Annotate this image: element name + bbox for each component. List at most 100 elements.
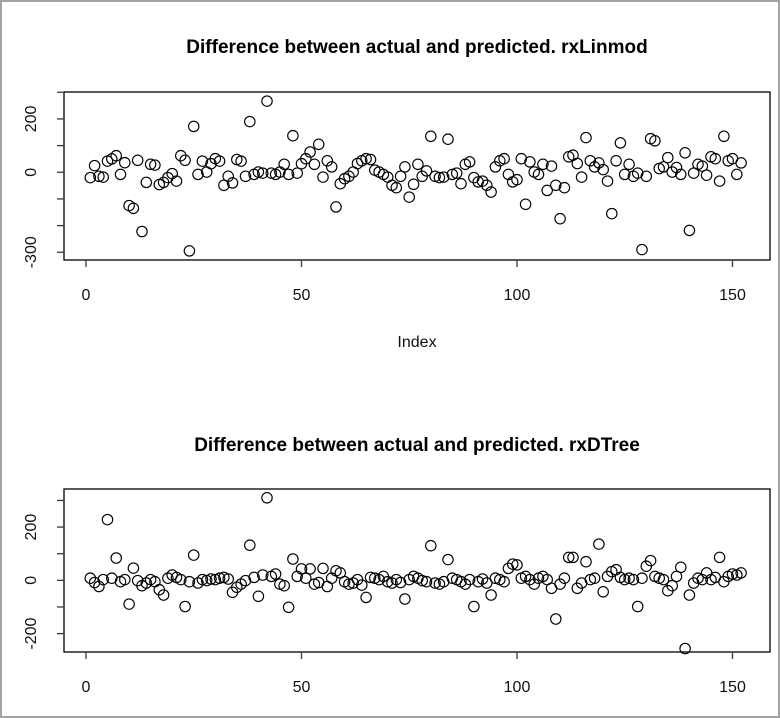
data-point xyxy=(636,243,648,256)
data-point xyxy=(321,155,334,167)
data-point xyxy=(554,212,566,225)
data-point xyxy=(399,593,411,605)
data-point xyxy=(88,159,101,172)
data-point xyxy=(183,245,196,257)
data-point xyxy=(248,571,260,584)
data-point xyxy=(481,179,493,192)
data-point xyxy=(683,589,696,601)
data-point xyxy=(580,131,592,144)
data-point xyxy=(718,130,730,143)
data-point xyxy=(679,147,691,159)
data-point xyxy=(123,598,135,610)
data-point xyxy=(420,575,433,588)
data-point xyxy=(437,171,450,183)
data-point xyxy=(360,152,372,165)
rxlinmod-plot-area: 200 0 -300 0 50 100 150 Index xyxy=(23,91,771,351)
data-point xyxy=(304,146,316,158)
data-point xyxy=(261,492,273,504)
data-point xyxy=(312,138,325,151)
x-tick-label: 0 xyxy=(82,287,91,304)
data-point xyxy=(364,571,377,584)
data-point xyxy=(256,569,269,581)
plot-box xyxy=(63,488,771,653)
data-point xyxy=(498,152,510,165)
data-point xyxy=(149,159,161,171)
data-point xyxy=(403,191,415,203)
data-point xyxy=(213,572,226,584)
data-point xyxy=(713,175,726,187)
data-point xyxy=(205,573,217,585)
data-point xyxy=(252,590,265,603)
data-point xyxy=(528,578,540,590)
y-tick-label: 0 xyxy=(23,576,40,585)
data-point xyxy=(550,613,562,625)
data-point xyxy=(179,154,191,167)
data-point xyxy=(317,171,329,183)
data-point xyxy=(614,137,627,149)
data-point xyxy=(110,149,122,162)
chart-rxlinmod: Difference between actual and predicted.… xyxy=(2,2,778,367)
data-point xyxy=(735,157,747,169)
x-tick-label: 100 xyxy=(504,287,531,304)
data-point xyxy=(416,574,428,587)
data-point xyxy=(675,561,687,574)
data-point xyxy=(532,168,545,181)
data-point xyxy=(381,575,394,588)
data-point xyxy=(575,171,588,183)
x-axis-title: Index xyxy=(397,334,436,351)
data-point xyxy=(364,153,377,166)
data-point xyxy=(623,158,635,171)
data-point xyxy=(498,575,510,588)
data-point xyxy=(485,186,497,198)
data-point xyxy=(666,166,678,178)
data-point xyxy=(459,578,472,590)
data-point xyxy=(97,573,109,586)
data-point xyxy=(429,170,441,183)
data-point xyxy=(696,573,709,586)
data-point xyxy=(506,558,519,570)
data-point xyxy=(196,155,209,167)
data-point xyxy=(550,179,562,192)
data-point xyxy=(394,576,407,589)
data-point xyxy=(545,160,558,172)
data-point xyxy=(244,539,256,551)
data-point xyxy=(709,152,722,165)
data-point xyxy=(597,586,609,598)
data-point xyxy=(558,181,571,194)
data-point xyxy=(114,168,127,181)
data-point xyxy=(735,567,747,579)
data-point xyxy=(282,168,295,181)
data-point xyxy=(593,157,605,169)
data-point xyxy=(541,184,553,197)
data-point xyxy=(713,551,726,564)
data-point xyxy=(519,198,532,211)
data-point xyxy=(222,170,234,183)
data-point xyxy=(511,559,523,571)
y-tick-label: 200 xyxy=(23,105,40,132)
rxlinmod-scatter-plot: Difference between actual and predicted.… xyxy=(23,37,771,351)
data-point xyxy=(640,170,653,183)
data-point xyxy=(683,224,696,237)
data-point xyxy=(278,579,290,592)
data-point xyxy=(524,573,536,586)
data-point xyxy=(554,578,566,590)
data-point xyxy=(588,572,601,584)
data-point xyxy=(442,133,454,145)
data-point xyxy=(558,572,571,584)
data-point xyxy=(450,167,463,179)
data-point xyxy=(187,120,200,133)
data-point xyxy=(235,155,247,167)
data-point xyxy=(601,175,614,187)
x-tick-label: 150 xyxy=(719,287,746,304)
data-point xyxy=(187,549,200,561)
data-point xyxy=(300,152,312,165)
data-point xyxy=(631,600,644,613)
data-point xyxy=(88,576,101,589)
data-point xyxy=(213,155,226,167)
data-point xyxy=(649,135,661,147)
chart-rxdtree: Difference between actual and predicted.… xyxy=(2,367,778,716)
data-point xyxy=(662,151,674,164)
data-point xyxy=(425,539,437,552)
data-point xyxy=(476,175,489,187)
data-point xyxy=(644,554,657,567)
